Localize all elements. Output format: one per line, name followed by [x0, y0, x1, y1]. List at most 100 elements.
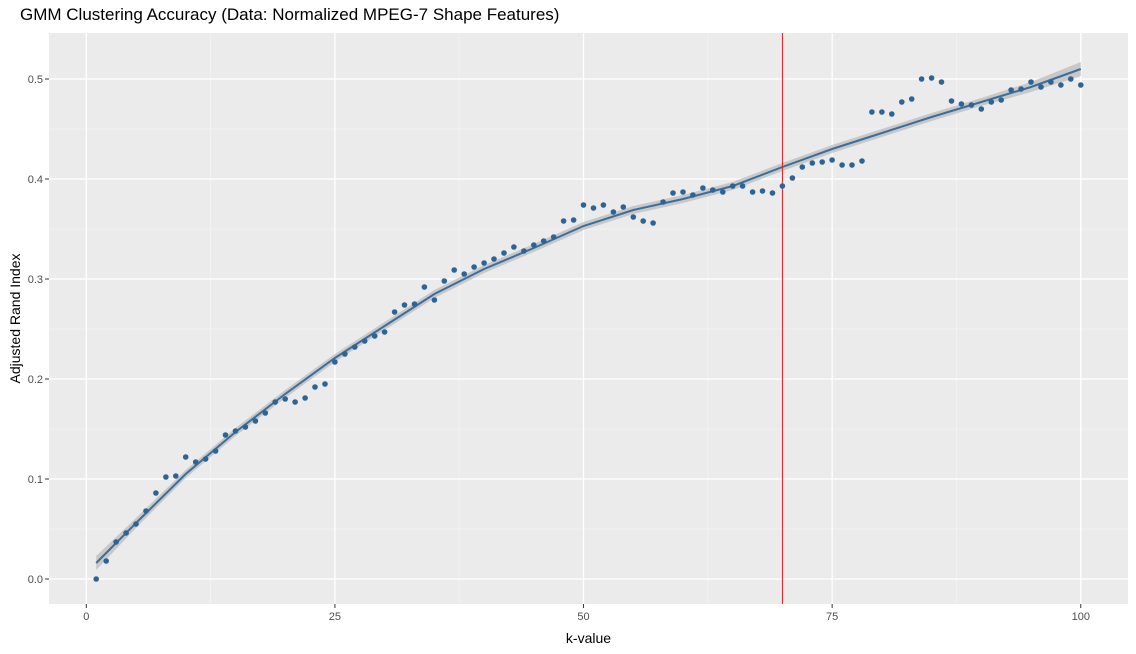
x-tick-label: 100: [1072, 611, 1090, 623]
data-point: [431, 297, 438, 303]
data-point: [232, 428, 239, 434]
data-point: [202, 456, 209, 462]
x-axis-title: k-value: [566, 630, 611, 646]
data-point: [252, 418, 259, 424]
data-point: [560, 218, 567, 224]
data-point: [590, 205, 597, 211]
chart-title: GMM Clustering Accuracy (Data: Normalize…: [20, 5, 560, 24]
data-point: [799, 164, 806, 170]
data-point: [133, 521, 139, 527]
data-point: [938, 79, 945, 85]
data-point: [1028, 79, 1034, 85]
data-point: [908, 96, 915, 102]
data-point: [93, 576, 99, 582]
data-point: [769, 190, 776, 196]
y-tick-label: 0.3: [28, 274, 43, 286]
data-point: [710, 187, 716, 193]
y-axis-title: Adjusted Rand Index: [7, 254, 23, 384]
data-point: [521, 248, 527, 254]
data-point: [680, 189, 686, 195]
data-point: [1038, 84, 1044, 90]
x-tick-label: 25: [329, 611, 341, 623]
data-point: [1018, 86, 1024, 92]
data-point: [182, 454, 189, 460]
data-point: [1068, 76, 1074, 82]
data-point: [1048, 79, 1054, 85]
data-point: [312, 384, 318, 390]
data-point: [928, 75, 935, 81]
data-point: [173, 473, 179, 479]
y-tick-label: 0.2: [28, 374, 43, 386]
data-point: [899, 99, 905, 105]
data-point: [819, 159, 825, 165]
data-point: [192, 459, 199, 465]
data-point: [570, 217, 577, 223]
data-point: [282, 396, 289, 402]
data-point: [123, 530, 129, 536]
data-point: [849, 162, 855, 168]
data-point: [829, 157, 835, 163]
data-point: [1008, 87, 1014, 93]
data-point: [381, 329, 388, 335]
data-point: [391, 309, 398, 315]
data-point: [660, 199, 666, 205]
data-point: [342, 351, 348, 357]
data-point: [272, 399, 279, 405]
data-point: [789, 175, 796, 181]
points-layer: [93, 75, 1084, 582]
data-point: [630, 214, 637, 220]
data-point: [481, 260, 487, 266]
data-point: [958, 101, 965, 107]
data-point: [461, 271, 468, 277]
data-point: [491, 256, 497, 262]
data-point: [471, 264, 477, 270]
data-point: [401, 302, 408, 308]
major-gridlines: [49, 33, 1128, 604]
data-point: [421, 284, 428, 290]
data-point: [501, 250, 507, 256]
data-point: [749, 189, 756, 195]
y-tick-label: 0.5: [28, 74, 43, 86]
data-point: [441, 278, 448, 284]
y-tick-label: 0.1: [28, 474, 43, 486]
plot-panel: [49, 33, 1128, 604]
smooth-line-layer: [95, 68, 1082, 564]
data-point: [918, 76, 925, 82]
data-point: [550, 234, 557, 240]
data-point: [600, 202, 607, 208]
data-point: [451, 267, 458, 273]
data-point: [670, 190, 676, 196]
data-point: [809, 160, 816, 166]
data-point: [889, 111, 895, 117]
data-point: [242, 424, 249, 430]
data-point: [998, 97, 1004, 103]
data-point: [222, 432, 229, 438]
data-point: [720, 189, 726, 195]
data-point: [948, 98, 955, 104]
data-point: [650, 220, 656, 226]
data-point: [988, 99, 995, 105]
data-point: [690, 192, 696, 198]
minor-gridlines: [49, 33, 1128, 604]
data-point: [540, 238, 547, 244]
data-point: [113, 539, 119, 545]
data-point: [103, 558, 109, 564]
data-point: [322, 381, 328, 387]
y-tick-label: 0.4: [28, 174, 43, 186]
axes-layer: 0 25 50 75 100 0.0 0.1 0.2 0.3 0.4 0.5: [28, 74, 1090, 623]
data-point: [262, 410, 269, 416]
loess-smooth-line: [95, 68, 1082, 564]
data-point: [1078, 82, 1084, 88]
data-point: [153, 490, 159, 496]
y-tick-label: 0.0: [28, 574, 43, 586]
x-tick-label: 0: [83, 611, 89, 623]
data-point: [411, 301, 418, 307]
data-point: [839, 162, 845, 168]
data-point: [620, 204, 627, 210]
data-point: [371, 333, 378, 339]
data-point: [361, 338, 368, 344]
data-point: [511, 244, 517, 250]
data-point: [531, 242, 537, 248]
data-point: [352, 344, 358, 350]
